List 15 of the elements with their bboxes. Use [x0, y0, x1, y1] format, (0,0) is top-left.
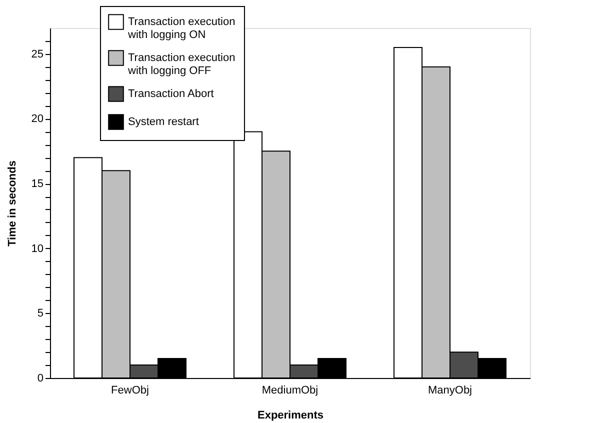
x-axis-title: Experiments [257, 410, 324, 422]
x-tick-label: MediumObj [262, 384, 318, 396]
y-tick-label: 10 [31, 242, 44, 255]
y-tick-label: 20 [31, 113, 44, 126]
y-tick-label: 15 [31, 178, 44, 190]
legend-label: Transaction execution with logging ON [127, 16, 236, 41]
y-tick-label: 5 [37, 308, 44, 320]
x-tick-label: FewObj [111, 384, 149, 396]
y-axis-title: Time in seconds [6, 160, 18, 246]
legend-label: Transaction Abort [128, 88, 214, 100]
legend-label: System restart [128, 116, 199, 128]
x-tick-label: ManyObj [428, 384, 472, 396]
y-tick-label: 0 [37, 372, 44, 384]
legend-label: Transaction execution with logging OFF [127, 52, 236, 77]
y-tick-label: 25 [31, 48, 44, 60]
